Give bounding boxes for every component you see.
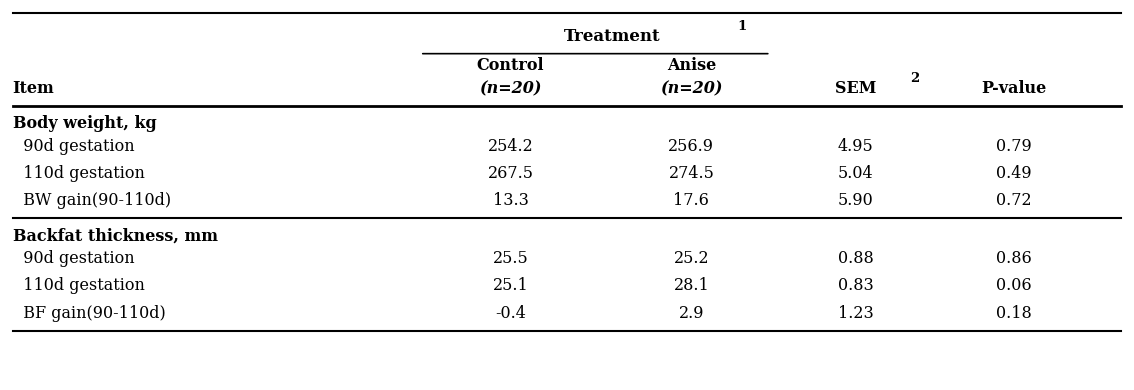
Text: 256.9: 256.9: [668, 138, 714, 155]
Text: (n=20): (n=20): [480, 80, 542, 97]
Text: Body weight, kg: Body weight, kg: [12, 115, 156, 132]
Text: 4.95: 4.95: [838, 138, 873, 155]
Text: 28.1: 28.1: [674, 278, 709, 294]
Text: 0.88: 0.88: [838, 250, 873, 268]
Text: 0.83: 0.83: [838, 278, 873, 294]
Text: 90d gestation: 90d gestation: [12, 138, 134, 155]
Text: 90d gestation: 90d gestation: [12, 250, 134, 268]
Text: 17.6: 17.6: [674, 192, 710, 209]
Text: (n=20): (n=20): [660, 80, 722, 97]
Text: P-value: P-value: [981, 80, 1047, 97]
Text: SEM: SEM: [835, 80, 877, 97]
Text: 5.04: 5.04: [838, 165, 873, 182]
Text: 1: 1: [738, 20, 747, 33]
Text: 0.72: 0.72: [996, 192, 1032, 209]
Text: 274.5: 274.5: [669, 165, 714, 182]
Text: 110d gestation: 110d gestation: [12, 165, 144, 182]
Text: 0.86: 0.86: [996, 250, 1032, 268]
Text: 13.3: 13.3: [492, 192, 528, 209]
Text: 25.2: 25.2: [674, 250, 709, 268]
Text: 110d gestation: 110d gestation: [12, 278, 144, 294]
Text: Anise: Anise: [667, 57, 716, 74]
Text: 267.5: 267.5: [488, 165, 533, 182]
Text: Item: Item: [12, 80, 54, 97]
Text: 5.90: 5.90: [838, 192, 873, 209]
Text: 25.5: 25.5: [492, 250, 528, 268]
Text: 0.79: 0.79: [996, 138, 1032, 155]
Text: BW gain(90-110d): BW gain(90-110d): [12, 192, 171, 209]
Text: Treatment: Treatment: [564, 28, 661, 45]
Text: 0.49: 0.49: [996, 165, 1032, 182]
Text: BF gain(90-110d): BF gain(90-110d): [12, 305, 166, 322]
Text: Control: Control: [476, 57, 544, 74]
Text: 0.06: 0.06: [996, 278, 1032, 294]
Text: 25.1: 25.1: [492, 278, 528, 294]
Text: Backfat thickness, mm: Backfat thickness, mm: [12, 227, 218, 244]
Text: 1.23: 1.23: [838, 305, 873, 322]
Text: 254.2: 254.2: [488, 138, 533, 155]
Text: 0.18: 0.18: [996, 305, 1032, 322]
Text: 2.9: 2.9: [678, 305, 704, 322]
Text: 2: 2: [909, 72, 919, 85]
Text: -0.4: -0.4: [496, 305, 526, 322]
